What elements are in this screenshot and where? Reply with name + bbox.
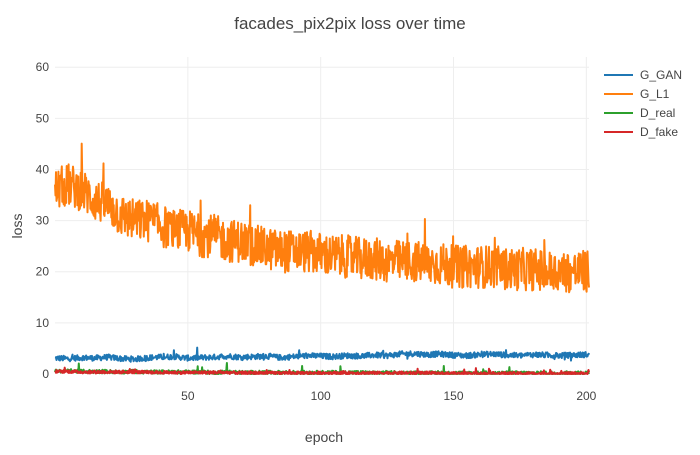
legend-label: G_GAN — [640, 68, 682, 82]
x-tick-label: 50 — [181, 389, 195, 403]
x-tick-label: 200 — [576, 389, 596, 403]
y-axis-label: loss — [9, 214, 25, 239]
legend-item-d-real[interactable]: D_real — [604, 106, 675, 120]
series-line-g-l1 — [54, 142, 590, 294]
series-line-d-fake — [54, 366, 590, 375]
chart-title: facades_pix2pix loss over time — [234, 14, 466, 33]
series-layer — [54, 142, 590, 375]
y-tick-label: 30 — [36, 214, 50, 228]
legend-label: D_fake — [640, 125, 678, 139]
y-tick-label: 10 — [36, 316, 50, 330]
tick-labels: 0 10 20 30 40 50 60 50 100 150 200 — [36, 60, 597, 403]
x-axis-label: epoch — [305, 429, 343, 445]
y-tick-label: 20 — [36, 265, 50, 279]
legend-label: G_L1 — [640, 87, 670, 101]
series-line-g-gan — [54, 346, 590, 363]
legend-label: D_real — [640, 106, 675, 120]
legend: G_GAN G_L1 D_real D_fake — [604, 68, 682, 139]
legend-item-d-fake[interactable]: D_fake — [604, 125, 678, 139]
x-tick-label: 100 — [311, 389, 331, 403]
legend-item-g-gan[interactable]: G_GAN — [604, 68, 682, 82]
legend-item-g-l1[interactable]: G_L1 — [604, 87, 670, 101]
y-tick-label: 60 — [36, 60, 50, 74]
y-tick-label: 0 — [42, 367, 49, 381]
y-tick-label: 50 — [36, 111, 50, 125]
x-tick-label: 150 — [443, 389, 463, 403]
y-tick-label: 40 — [36, 162, 50, 176]
